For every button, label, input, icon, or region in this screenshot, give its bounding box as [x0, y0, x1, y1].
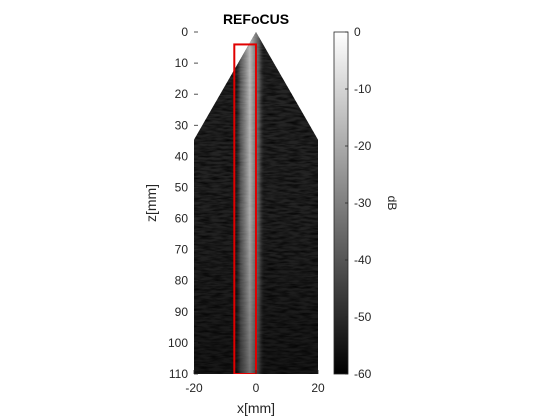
- y-tick-label: 10: [175, 56, 189, 70]
- image-plot: [194, 32, 318, 374]
- y-tick-label: 30: [175, 118, 189, 132]
- y-tick-label: 80: [175, 274, 189, 288]
- y-tick-label: 0: [181, 25, 188, 39]
- colorbar: 0 -10 -20 -30 -40 -50 -60 dB: [333, 25, 399, 381]
- x-tick-label: 0: [253, 381, 260, 395]
- colorbar-tick-label: -60: [354, 367, 372, 381]
- x-tick-label: -20: [185, 381, 203, 395]
- chart-title: REFoCUS: [223, 11, 289, 27]
- y-tick-label: 50: [175, 180, 189, 194]
- y-tick-label: 60: [175, 212, 189, 226]
- axes: 0 10 20 30 40 50 60 70 80 90 100 110-20 0 20: [168, 25, 325, 395]
- y-tick-label: 20: [175, 87, 189, 101]
- colorbar-tick-label: -20: [354, 139, 372, 153]
- colorbar-tick-label: 0: [354, 25, 361, 39]
- y-tick-label: 100: [168, 336, 188, 350]
- colorbar-tick-label: -50: [354, 310, 372, 324]
- colorbar-ticks: 0 -10 -20 -30 -40 -50 -60: [345, 25, 372, 381]
- colorbar-label: dB: [385, 196, 399, 211]
- y-tick-label: 110: [169, 367, 188, 381]
- colorbar-tick-label: -10: [354, 82, 372, 96]
- colorbar-tick-label: -40: [354, 253, 372, 267]
- x-axis-label: x[mm]: [237, 400, 275, 416]
- y-tick-label: 40: [175, 149, 189, 163]
- y-tick-label: 90: [175, 305, 189, 319]
- x-tick-label: 20: [311, 381, 325, 395]
- y-tick-label: 70: [175, 243, 189, 257]
- colorbar-tick-label: -30: [354, 196, 372, 210]
- y-axis-label: z[mm]: [143, 184, 159, 222]
- region-highlight-box: [233, 43, 258, 374]
